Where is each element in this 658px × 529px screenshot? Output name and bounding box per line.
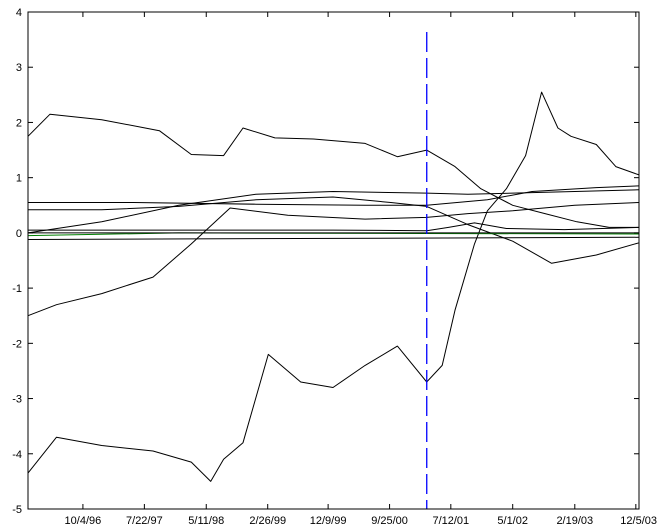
- x-tick-label: 7/22/97: [126, 515, 163, 527]
- series-line-5: [27, 189, 640, 234]
- y-tick-label: 4: [16, 7, 22, 19]
- y-tick-label: 0: [16, 228, 22, 240]
- y-tick-label: 2: [16, 117, 22, 129]
- y-tick-label: -1: [12, 283, 22, 295]
- series-line-3: [27, 202, 640, 317]
- x-axis: 10/4/96 7/22/97 5/11/98 2/26/99 12/9/99 9/25/…: [65, 12, 657, 527]
- y-tick-label: -4: [12, 449, 22, 461]
- y-tick-label: 3: [16, 62, 22, 74]
- plot-frame: [27, 11, 640, 510]
- x-tick-label: 7/12/01: [432, 515, 469, 527]
- series-line-7: [28, 222, 640, 232]
- series-layer: [27, 91, 640, 482]
- x-tick-label: 5/1/02: [497, 515, 528, 527]
- x-tick-label: 2/19/03: [556, 515, 593, 527]
- y-tick-label: 1: [16, 173, 22, 185]
- series-line-4: [28, 196, 640, 264]
- series-line-1: [27, 113, 639, 228]
- y-tick-label: -2: [12, 338, 22, 350]
- x-tick-label: 10/4/96: [65, 515, 102, 527]
- x-tick-label: 9/25/00: [371, 515, 408, 527]
- x-tick-label: 2/26/99: [249, 515, 286, 527]
- y-axis: -5 -4 -3 -2 -1 0 1 2 3 4: [12, 7, 639, 516]
- series-line-2: [27, 91, 640, 482]
- x-tick-label: 5/11/98: [188, 515, 224, 527]
- series-line-8: [27, 236, 640, 240]
- plot-background: [28, 12, 639, 509]
- x-tick-label: 12/9/99: [310, 515, 347, 527]
- y-tick-label: -5: [12, 504, 22, 516]
- x-tick-label: 12/5/03: [620, 515, 657, 527]
- y-tick-label: -3: [12, 394, 22, 406]
